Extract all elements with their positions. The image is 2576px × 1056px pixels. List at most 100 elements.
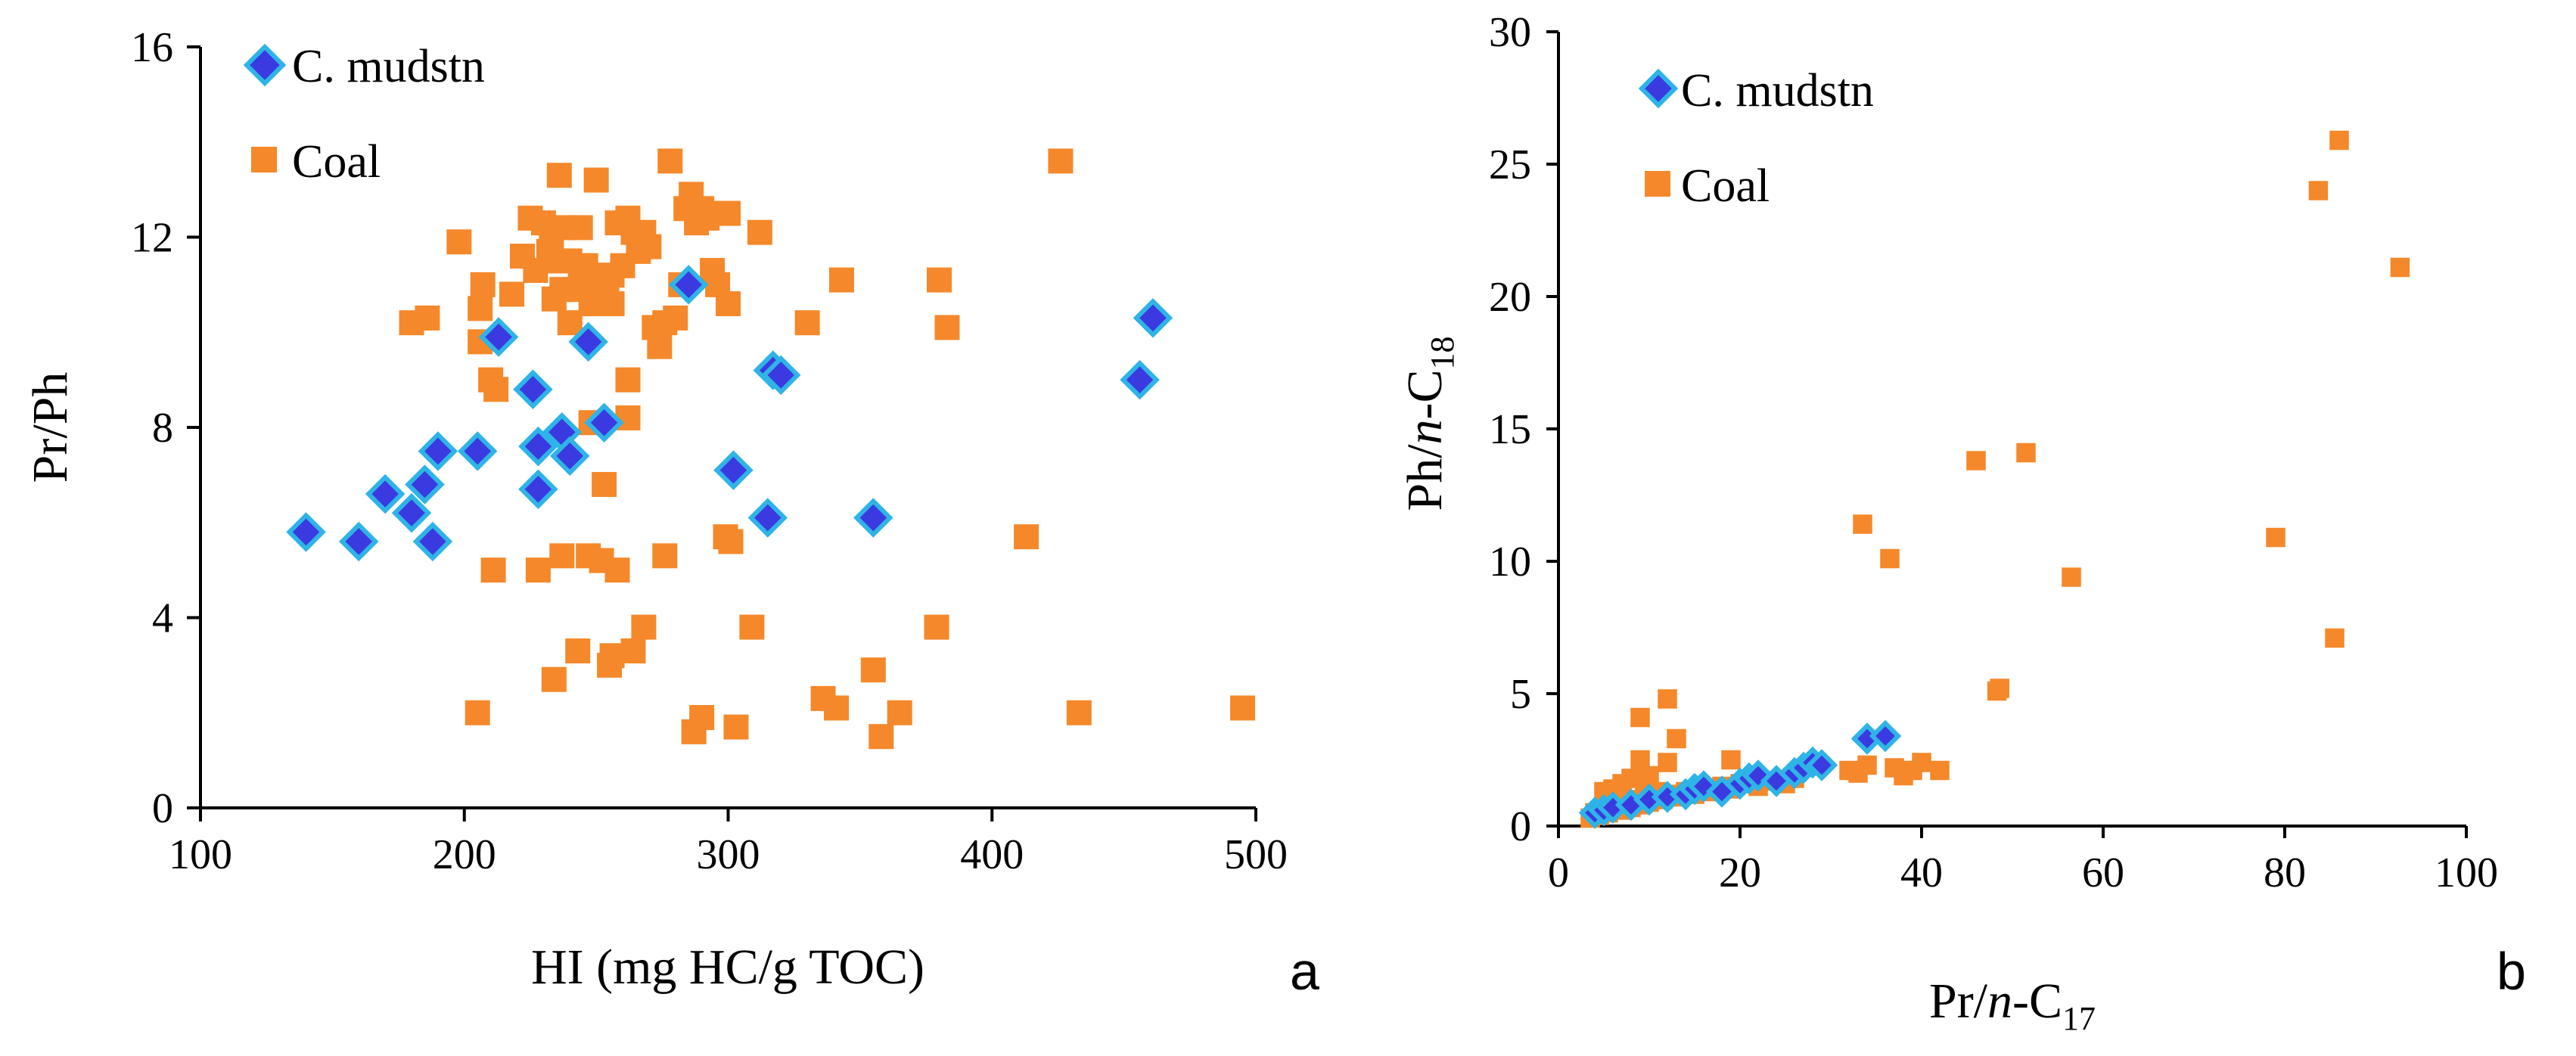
panel-b-x-tick-label-2: 40 (1900, 849, 1943, 896)
panel-b-coal-point-36 (1658, 753, 1677, 772)
panel-a-coal-point-64 (934, 315, 960, 340)
panel-a-coal-point-12 (530, 210, 556, 236)
panel-b-y-tick-label-5: 25 (1489, 141, 1531, 188)
panel-a-x-tick-label-1: 200 (433, 831, 496, 878)
panel-a-coal-point-47 (716, 291, 741, 317)
panel-a-coal-point-53 (567, 253, 593, 278)
panel-a-coal-point-79 (620, 638, 646, 664)
panel-a-y-tick-label-4: 16 (131, 24, 173, 71)
panel-a-mudstone-point-14 (568, 321, 608, 362)
panel-a-mudstone-point-20 (761, 355, 801, 396)
panel-a-mudstone-point-17 (713, 450, 754, 490)
panel-b-coal-point-37 (1667, 728, 1686, 749)
panel-a-x-tick-label-0: 100 (169, 831, 232, 878)
panel-b-mudstone-point-19 (1869, 719, 1902, 753)
panel-b-ticks: 0 20 40 60 80 100 0 5 10 15 20 25 30 (1489, 9, 2498, 896)
panel-a-mudstone-point-11 (518, 469, 558, 509)
panel-a-y-tick-label-0: 0 (152, 785, 173, 832)
panel-a-coal-point-3 (468, 296, 493, 321)
panel-b-y-tick-label-0: 0 (1510, 803, 1531, 850)
panel-b-coal-point-38 (1630, 707, 1650, 728)
panel-a-coal-point-37 (663, 305, 688, 331)
panel-b-coal-point-60 (2390, 257, 2410, 278)
panel-b-y-tick-label-4: 20 (1489, 274, 1531, 321)
panel-b-coal-point-43 (1857, 755, 1877, 775)
panel-a-label: a (1290, 942, 1319, 1001)
panel-b-coal-point-58 (2325, 628, 2345, 648)
panel-b-y-axis-title-part-1: Ph/ (1397, 444, 1453, 511)
panel-a-coal-point-59 (716, 200, 741, 226)
panel-b-mudstone-point-17 (1805, 749, 1838, 781)
panel-a-coal-point-68 (525, 558, 551, 583)
panel-b-y-tick-label-1: 5 (1510, 671, 1531, 718)
panel-a-coal-point-89 (887, 700, 912, 725)
panel-a-mudstone-point-0 (286, 512, 326, 552)
panel-a-coal-point-92 (1048, 148, 1074, 174)
panel-a-coal-point-87 (860, 657, 886, 683)
panel-a-coal-point-74 (465, 700, 490, 725)
panel-a-mudstone-point-13 (550, 436, 590, 476)
panel-a-mudstone-point-4 (405, 464, 445, 505)
panel-b-legend-coal-label: Coal (1681, 160, 1770, 212)
panel-b-x-axis-title-part-1: Pr/ (1929, 974, 1988, 1029)
panel-b-coal-point-39 (1721, 750, 1741, 770)
panel-a-coal-point-80 (631, 614, 657, 640)
panel-b-x-axis-title-part-2: n (1987, 974, 2012, 1029)
panel-a-points (286, 148, 1256, 750)
panel-a-coal-point-88 (869, 724, 894, 750)
panel-a-mudstone-point-2 (365, 474, 406, 514)
panel-b-coal-point-47 (1912, 753, 1931, 772)
panel-a-mudstone-point-9 (513, 369, 553, 409)
panel-b-coal-point-35 (1639, 766, 1659, 786)
panel-a-mudstone-point-10 (518, 426, 558, 467)
panel-b-legend-mudstone-label: C. mudstn (1681, 65, 1874, 116)
panel-a-mudstone-point-8 (478, 317, 519, 357)
panel-a-coal-point-58 (615, 367, 641, 393)
panel-b-x-tick-label-3: 60 (2082, 849, 2124, 896)
panel-a-coal-point-67 (480, 558, 506, 583)
panel-a-coal-point-51 (599, 262, 625, 288)
panel-a-y-tick-label-1: 4 (152, 595, 173, 642)
panel-b-x-tick-label-4: 80 (2264, 849, 2306, 896)
panel-b-coal-point-48 (1930, 760, 1950, 781)
panel-a-mudstone-point-7 (457, 431, 498, 471)
panel-b-x-tick-label-0: 0 (1548, 849, 1569, 896)
panel-a-coal-point-8 (499, 281, 525, 307)
panel-a-coal-point-15 (546, 163, 572, 188)
panel-a-legend-mudstone-marker (243, 43, 287, 87)
panel-a-coal-point-73 (652, 543, 678, 569)
panel-b-x-tick-label-1: 20 (1719, 849, 1761, 896)
panel-b-legend-coal-marker (1645, 171, 1670, 197)
panel-a-coal-point-36 (657, 148, 683, 174)
panel-a-mudstone-point-23 (1133, 298, 1173, 338)
panel-a-ticks: 100 200 300 400 500 0 4 8 12 16 (131, 24, 1288, 878)
panel-a-coal-point-4 (470, 272, 496, 297)
panel-a-coal-point-54 (549, 277, 575, 303)
panel-b-y-axis-title-part-2: n (1397, 419, 1453, 444)
panel-b-coal-point-57 (2308, 181, 2329, 200)
panel-a-coal-point-63 (927, 267, 952, 293)
panel-a-coal-point-78 (599, 643, 625, 669)
panel-b-coal-point-55 (1990, 679, 2009, 698)
panel-b-y-tick-label-6: 30 (1489, 9, 1531, 56)
panel-a-y-axis-title: Pr/Ph (23, 372, 78, 483)
panel-b-coal-point-51 (1966, 451, 1986, 471)
panel-a-mudstone-point-21 (853, 498, 893, 538)
panel-a-mudstone-point-1 (339, 521, 379, 562)
panel-a-coal-point-72 (604, 558, 630, 583)
panel-a-coal-point-7 (483, 377, 509, 402)
panel-a-y-tick-label-3: 12 (131, 215, 173, 262)
panel-a-x-tick-label-2: 300 (697, 831, 760, 878)
panel-b-coal-point-53 (2062, 567, 2081, 587)
panel-b-x-axis-title: Pr/n-C17 (1929, 974, 2096, 1037)
panel-b-coal-point-56 (2266, 527, 2285, 548)
panel-b-y-axis-title-part-3: -C (1397, 369, 1453, 419)
panel-b-y-axis-title-part-4: 18 (1424, 336, 1461, 369)
panel-a-coal-point-86 (823, 695, 849, 721)
panel-b-coal-point-59 (2329, 130, 2349, 151)
panel-a-coal-point-69 (549, 543, 575, 569)
panel-b-legend: C. mudstn Coal (1638, 65, 1874, 212)
